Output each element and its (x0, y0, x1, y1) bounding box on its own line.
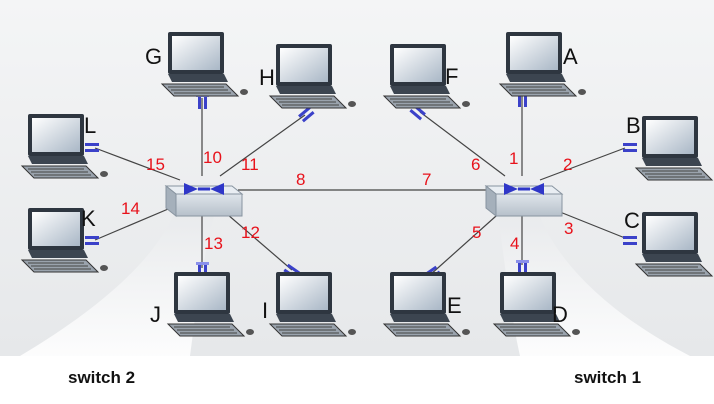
port-label-11: 11 (241, 155, 259, 174)
port-label-14: 14 (121, 199, 140, 218)
port-label-3: 3 (564, 219, 573, 238)
link-I (219, 207, 293, 271)
port-label-4: 4 (510, 234, 519, 253)
host-label-A: A (563, 44, 578, 69)
links (94, 95, 626, 276)
switch-2-glow (20, 212, 215, 356)
switch-2-caption: switch 2 (68, 368, 135, 387)
port-label-1: 1 (509, 149, 518, 168)
link-L (94, 147, 181, 181)
port-labels: 1 2 3 4 5 6 7 8 10 11 12 13 14 15 (121, 148, 573, 253)
host-label-E: E (447, 293, 462, 318)
host-label-B: B (626, 113, 641, 138)
port-label-8: 8 (296, 170, 305, 189)
link-F (419, 111, 506, 177)
port-label-13: 13 (204, 234, 223, 253)
port-label-6: 6 (471, 155, 480, 174)
host-label-I: I (262, 298, 268, 323)
port-label-12: 12 (241, 223, 260, 242)
link-H (219, 114, 306, 177)
host-label-J: J (150, 302, 161, 327)
port-label-10: 10 (203, 148, 222, 167)
link-E (429, 207, 506, 276)
host-label-D: D (552, 302, 568, 327)
port-label-2: 2 (563, 155, 572, 174)
host-label-F: F (445, 64, 458, 89)
host-label-L: L (84, 113, 96, 138)
link-K (94, 203, 181, 241)
host-label-C: C (624, 208, 640, 233)
host-label-G: G (145, 44, 162, 69)
link-B (539, 147, 626, 181)
port-label-15: 15 (146, 155, 165, 174)
host-label-H: H (259, 65, 275, 90)
port-label-5: 5 (472, 223, 481, 242)
port-label-7: 7 (422, 170, 431, 189)
switch-1-caption: switch 1 (574, 368, 641, 387)
host-label-K: K (81, 206, 96, 231)
host-labels: A B C D E F G H I J K L (81, 44, 641, 327)
